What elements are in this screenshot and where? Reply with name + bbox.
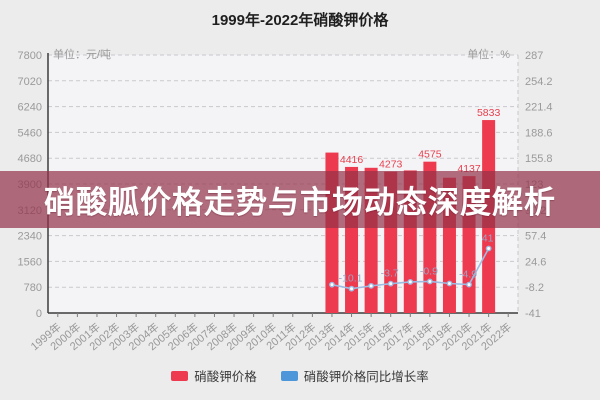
left-axis-tick-label: 7020: [18, 76, 42, 88]
left-axis-tick-label: 7800: [18, 50, 42, 62]
line-point-marker: [407, 279, 414, 285]
bar-value-label: 4273: [379, 159, 403, 171]
legend-label: 硝酸钾价格同比增长率: [303, 370, 429, 384]
left-axis-tick-label: 1560: [18, 256, 42, 268]
right-axis-tick-label: 24.6: [525, 256, 546, 268]
left-axis-unit-label: 单位：元/吨: [53, 47, 111, 61]
right-axis-tick-label: 254.2: [525, 76, 553, 88]
chart-title: 1999年-2022年硝酸钾价格: [211, 12, 389, 29]
chart-legend: 硝酸钾价格 硝酸钾价格同比增长率: [0, 366, 600, 385]
legend-swatch-icon: [171, 370, 189, 381]
bar-value-label: 5833: [477, 107, 501, 119]
right-axis-tick-label: 155.8: [525, 153, 553, 165]
overlay-banner-text: 硝酸胍价格走势与市场动态深度解析: [44, 185, 556, 220]
legend-item: 硝酸钾价格: [171, 366, 257, 385]
right-axis-tick-label: 188.6: [525, 127, 553, 139]
line-point-marker: [368, 282, 375, 289]
left-axis-tick-label: 780: [24, 282, 42, 294]
line-value-label: -4.9: [459, 269, 477, 281]
line-point-marker: [485, 245, 492, 252]
right-axis-tick-label: 57.4: [525, 231, 546, 243]
left-axis-tick-label: 6240: [18, 102, 42, 114]
bar-value-label: 4416: [340, 154, 364, 166]
line-value-label: -10.1: [339, 273, 363, 285]
right-axis-tick-label: -8.2: [525, 282, 544, 294]
legend-item: 硝酸钾价格同比增长率: [280, 366, 429, 385]
overlay-banner: 硝酸胍价格走势与市场动态深度解析: [0, 171, 600, 228]
right-axis-tick-label: 221.4: [525, 102, 553, 114]
left-axis-tick-label: 0: [36, 308, 42, 320]
line-point-marker: [348, 285, 355, 292]
line-point-marker: [387, 280, 394, 287]
left-axis-tick-label: 5460: [18, 127, 42, 139]
left-axis-tick-label: 4680: [18, 153, 42, 165]
line-point-marker: [329, 281, 335, 288]
legend-label: 硝酸钾价格: [194, 370, 257, 384]
line-value-label: 41: [482, 233, 494, 245]
bar-value-label: 4575: [418, 149, 442, 161]
line-point-marker: [446, 280, 453, 287]
line-value-label: -0.9: [420, 265, 438, 277]
right-axis-tick-label: -41: [525, 308, 541, 320]
left-axis-tick-label: 2340: [18, 231, 42, 243]
legend-swatch-icon: [280, 370, 298, 381]
right-axis-tick-label: 287: [525, 50, 543, 62]
line-point-marker: [466, 281, 472, 288]
line-point-marker: [426, 278, 433, 285]
line-value-label: -3.7: [381, 268, 399, 280]
right-axis-unit-label: 单位：%: [467, 47, 510, 61]
